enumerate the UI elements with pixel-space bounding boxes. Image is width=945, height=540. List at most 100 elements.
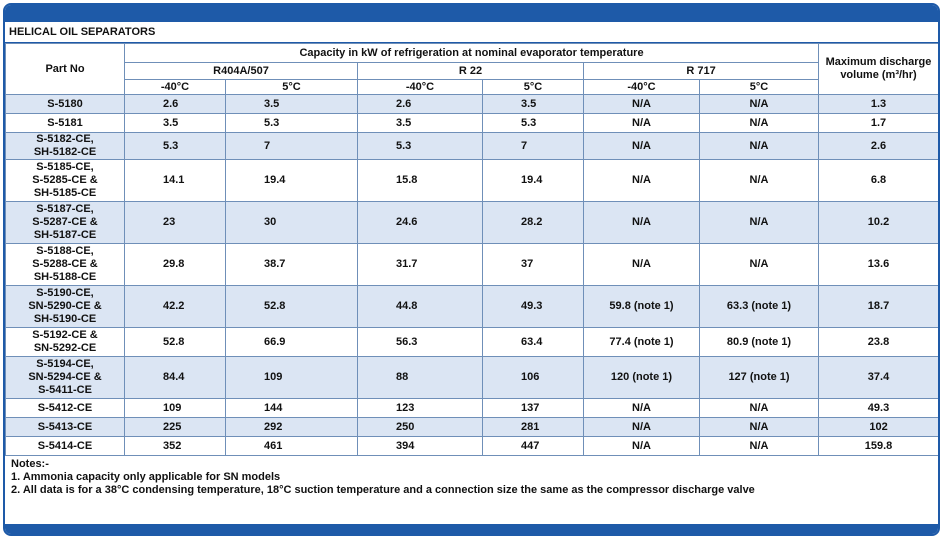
discharge-volume-cell: 10.2 [818,201,938,244]
capacity-cell: N/A [583,436,700,456]
temp-header: -40°C [357,79,483,95]
table-row: S-5192-CE & SN-5292-CE 52.8 66.9 56.3 63.4 77.… [5,327,938,357]
temp-header: 5°C [698,79,820,95]
note-item: 2. All data is for a 38°C condensing tem… [11,484,755,496]
part-no-line: S-5285-CE & [32,174,98,186]
capacity-cell: N/A [698,132,820,160]
capacity-cell: N/A [583,243,700,286]
table-row: S-5413-CE 225 292 250 281 N/A N/A 102 [5,417,938,437]
capacity-cell: N/A [698,159,820,202]
discharge-volume-cell: 102 [818,417,938,437]
table-row: S-5182-CE, SH-5182-CE 5.3 7 5.3 7 N/A N/A 2.6 [5,132,938,160]
discharge-volume-cell: 13.6 [818,243,938,286]
capacity-cell: 7 [482,132,584,160]
capacity-cell: 49.3 [482,285,584,328]
capacity-cell: 30 [225,201,358,244]
capacity-cell: 44.8 [357,285,483,328]
part-no-line: SN-5290-CE & [28,300,102,312]
capacity-cell: 447 [482,436,584,456]
table-body: S-5180 2.6 3.5 2.6 3.5 N/A N/A 1.3 S-5181 3.5 5.3 3… [5,94,938,456]
part-no-line: SH-5190-CE [33,313,97,325]
part-no-line: S-5188-CE, [36,245,94,257]
notes-section: Notes:- 1. Ammonia capacity only applica… [5,456,938,499]
part-no-line: S-5182-CE, [36,133,94,145]
capacity-cell: 28.2 [482,201,584,244]
capacity-cell: 63.3 (note 1) [698,285,820,328]
part-no-cell: S-5180 [5,94,125,114]
part-no-line: SN-5292-CE [33,342,97,354]
table-row: S-5180 2.6 3.5 2.6 3.5 N/A N/A 1.3 [5,94,938,114]
capacity-cell: N/A [583,159,700,202]
capacity-cell: 84.4 [124,356,226,399]
part-no-line: S-5190-CE, [36,287,94,299]
part-no-line: S-5192-CE & [32,329,98,341]
capacity-cell: N/A [698,94,820,114]
note-item: 1. Ammonia capacity only applicable for … [11,471,281,483]
capacity-cell: 5.3 [357,132,483,160]
part-no-line: S-5287-CE & [32,216,98,228]
capacity-header: Capacity in kW of refrigeration at nomin… [123,43,820,63]
capacity-cell: 56.3 [357,327,483,357]
capacity-cell: N/A [698,417,820,437]
header-bar [5,5,938,22]
table-row: S-5412-CE 109 144 123 137 N/A N/A 49.3 [5,398,938,418]
part-no-cell: S-5181 [5,113,125,133]
capacity-cell: 31.7 [357,243,483,286]
capacity-cell: 88 [357,356,483,399]
capacity-cell: 281 [482,417,584,437]
capacity-cell: N/A [583,417,700,437]
capacity-cell: 2.6 [124,94,226,114]
discharge-volume-cell: 18.7 [818,285,938,328]
part-no-line: S-5412-CE [37,401,93,414]
discharge-volume-cell: 2.6 [818,132,938,160]
capacity-cell: 19.4 [225,159,358,202]
capacity-cell: 109 [124,398,226,418]
capacity-cell: 80.9 (note 1) [698,327,820,357]
capacity-cell: 123 [357,398,483,418]
capacity-cell: 77.4 (note 1) [583,327,700,357]
capacity-cell: N/A [583,201,700,244]
temp-header: -40°C [124,79,226,95]
part-no-line: SH-5188-CE [33,271,97,283]
part-no-cell: S-5194-CE, SN-5294-CE & S-5411-CE [5,356,125,399]
capacity-cell: 24.6 [357,201,483,244]
discharge-volume-cell: 1.3 [818,94,938,114]
capacity-cell: 66.9 [225,327,358,357]
part-no-cell: S-5414-CE [5,436,125,456]
part-no-line: S-5185-CE, [36,161,94,173]
part-no-cell: S-5190-CE, SN-5290-CE & SH-5190-CE [5,285,125,328]
part-no-line: SH-5182-CE [33,146,97,158]
temp-header: 5°C [482,79,584,95]
refrigerant-r717-header: R 717 [582,62,820,80]
capacity-cell: 38.7 [225,243,358,286]
page-title: HELICAL OIL SEPARATORS [5,22,938,43]
capacity-cell: 15.8 [357,159,483,202]
capacity-cell: 52.8 [225,285,358,328]
discharge-volume-cell: 23.8 [818,327,938,357]
capacity-cell: 2.6 [357,94,483,114]
part-no-line: S-5181 [47,116,83,129]
part-no-line: SH-5187-CE [33,229,97,241]
capacity-cell: 292 [225,417,358,437]
capacity-cell: 109 [225,356,358,399]
capacity-cell: 5.3 [482,113,584,133]
capacity-cell: 29.8 [124,243,226,286]
discharge-volume-cell: 6.8 [818,159,938,202]
capacity-cell: N/A [583,113,700,133]
capacity-cell: 42.2 [124,285,226,328]
capacity-cell: 7 [225,132,358,160]
notes-heading: Notes:- [11,458,49,470]
max-discharge-header: Maximum discharge volume (m³/hr) [818,43,938,95]
discharge-volume-cell: 37.4 [818,356,938,399]
part-no-line: S-5180 [47,97,83,110]
capacity-table: Part No Capacity in kW of refrigeration … [5,43,938,456]
part-no-line: SH-5185-CE [33,187,97,199]
capacity-cell: 37 [482,243,584,286]
discharge-volume-cell: 1.7 [818,113,938,133]
part-no-line: S-5411-CE [38,384,92,396]
capacity-cell: 144 [225,398,358,418]
part-no-line: S-5187-CE, [36,203,94,215]
part-no-cell: S-5412-CE [5,398,125,418]
temp-header: 5°C [225,79,358,95]
capacity-cell: 127 (note 1) [698,356,820,399]
